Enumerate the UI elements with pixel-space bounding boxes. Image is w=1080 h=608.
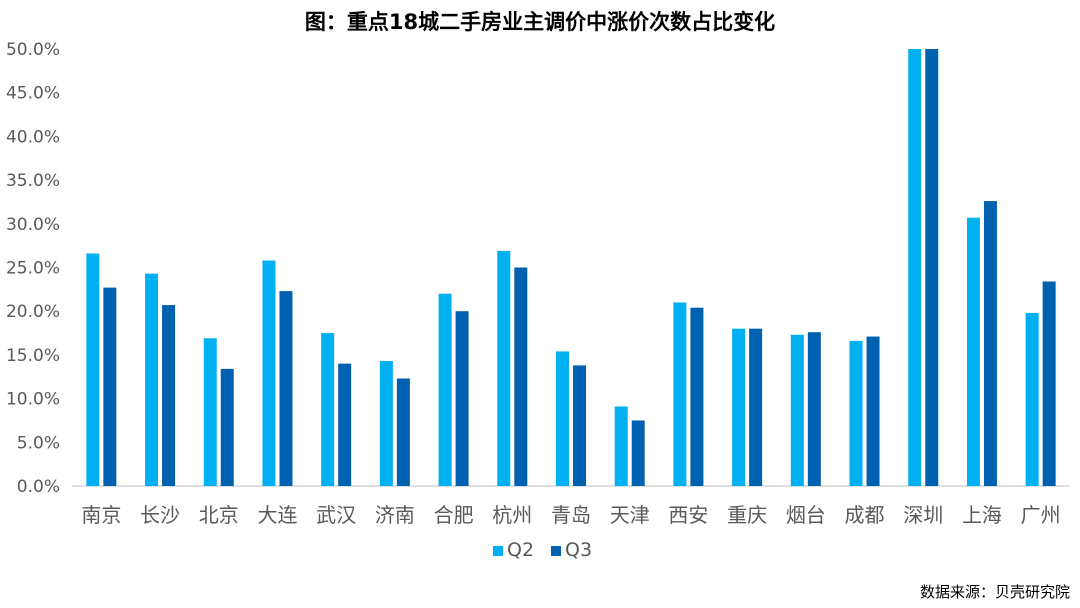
bar-q3 [983,201,997,487]
bar-q2 [790,334,804,486]
bar-q2 [497,250,511,486]
x-tick-label: 南京 [81,503,121,527]
bar-q2 [145,273,159,486]
legend-swatch-q2 [493,546,503,556]
legend-label-q3: Q3 [565,539,592,561]
bar-q2 [673,302,687,486]
y-tick-label: 40.0% [6,127,60,147]
x-tick-label: 西安 [668,503,708,527]
bar-q3 [338,363,352,486]
bar-q3 [455,311,469,486]
x-tick-label: 烟台 [786,503,826,527]
bar-q2 [908,49,922,486]
x-tick-label: 杭州 [492,503,532,527]
bar-q3 [573,365,586,486]
bar-q2 [262,260,276,486]
bar-q2 [966,217,980,486]
bar-q3 [866,336,880,486]
bar-q3 [1042,281,1056,486]
x-tick-label: 上海 [962,503,1002,527]
x-tick-label: 青岛 [551,503,591,527]
y-tick-label: 15.0% [6,346,60,366]
x-tick-label: 成都 [845,503,885,527]
x-tick-label: 济南 [375,503,415,527]
y-tick-label: 0.0% [17,477,60,497]
bar-q3 [220,368,234,486]
bar-q2 [438,293,452,486]
x-tick-label: 武汉 [316,503,356,527]
bar-q2 [203,338,217,486]
bar-q2 [321,333,335,486]
bar-q3 [279,291,293,486]
x-tick-label: 长沙 [140,503,180,527]
bar-q2 [614,406,628,486]
x-tick-label: 深圳 [903,503,943,527]
bar-q3 [514,267,528,486]
y-tick-label: 30.0% [6,215,60,235]
y-tick-label: 5.0% [17,433,60,453]
bar-q2 [556,351,569,486]
bar-q2 [849,340,863,486]
chart-title: 图：重点18城二手房业主调价中涨价次数占比变化 [304,10,776,34]
source-note: 数据来源：贝壳研究院 [919,583,1070,601]
bar-q2 [1025,312,1039,486]
y-tick-label: 20.0% [6,302,60,322]
x-tick-label: 大连 [257,503,297,527]
y-tick-label: 45.0% [6,84,60,104]
y-tick-label: 35.0% [6,171,60,191]
bar-q3 [807,332,821,486]
bar-q2 [732,328,746,486]
bar-q2 [86,253,100,486]
x-tick-label: 广州 [1021,503,1061,527]
bar-q3 [690,307,704,486]
legend-label-q2: Q2 [507,539,534,561]
y-tick-label: 50.0% [6,40,60,60]
x-tick-label: 合肥 [434,503,474,527]
bar-q3 [396,378,410,486]
x-tick-label: 北京 [199,503,239,527]
bar-q2 [379,361,393,486]
x-tick-label: 天津 [610,503,650,527]
bar-q3 [925,49,939,486]
bar-q3 [162,305,176,486]
bar-q3 [631,420,645,486]
bar-q3 [103,287,117,486]
legend-swatch-q3 [551,546,561,556]
bar-q3 [749,328,763,486]
y-tick-label: 10.0% [6,390,60,410]
x-tick-label: 重庆 [727,503,767,527]
y-tick-label: 25.0% [6,259,60,279]
